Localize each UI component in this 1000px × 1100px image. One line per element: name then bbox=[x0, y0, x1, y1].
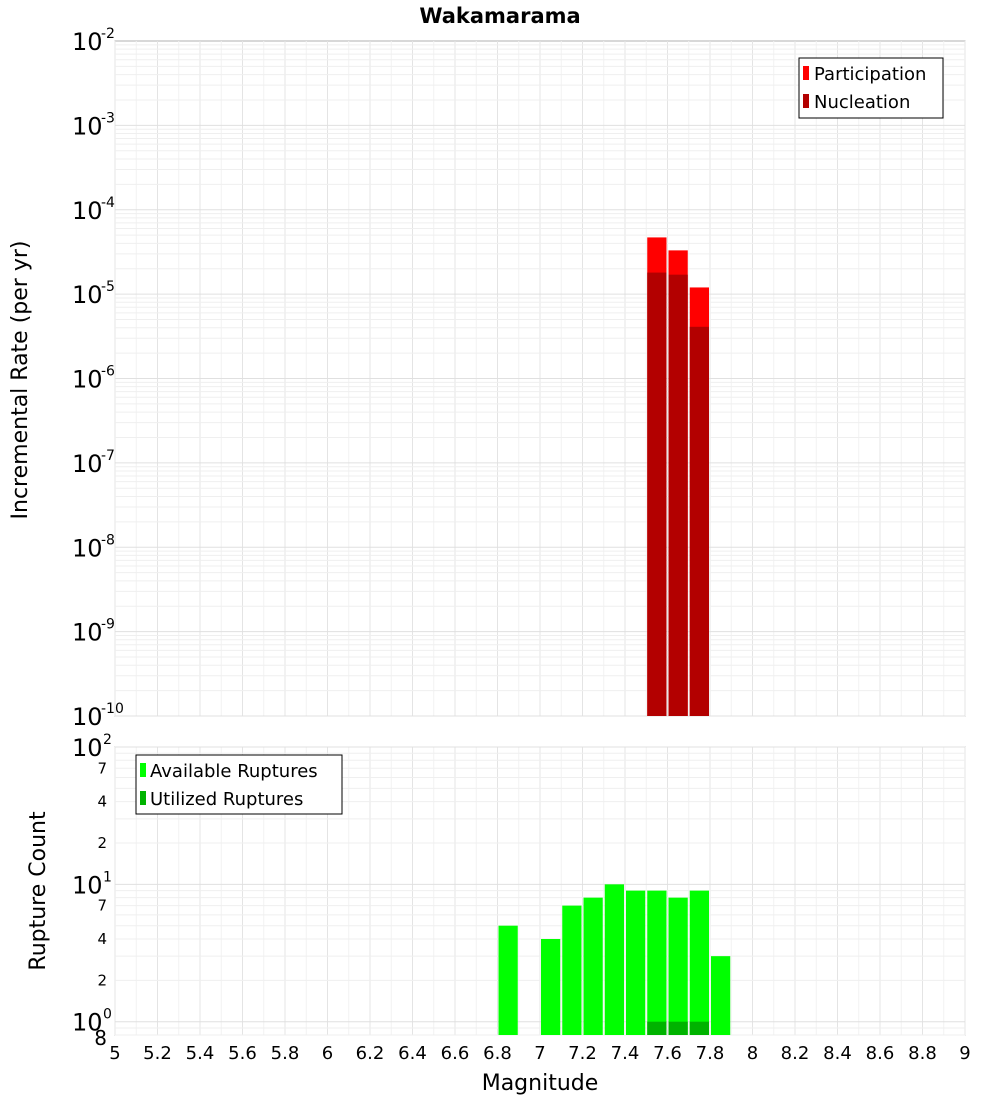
nucleation-bar bbox=[668, 274, 688, 716]
x-tick-label: 6.6 bbox=[441, 1043, 470, 1064]
available-ruptures-bar bbox=[668, 897, 688, 1035]
rate-plot-y-axis-label: Incremental Rate (per yr) bbox=[8, 241, 33, 520]
x-tick-label: 5.8 bbox=[271, 1043, 300, 1064]
count-y-minor-tick-label: 7 bbox=[97, 759, 107, 777]
x-tick-label: 7 bbox=[534, 1043, 545, 1064]
available-ruptures-bar bbox=[541, 939, 561, 1035]
rate-plot-y-ticks: 10-210-310-410-510-610-710-810-910-10 bbox=[72, 26, 124, 731]
available-ruptures-bar bbox=[604, 884, 624, 1035]
rate-y-tick-exponent: -4 bbox=[101, 195, 115, 211]
rate-plot-gridlines bbox=[114, 41, 966, 717]
rate-legend-box bbox=[798, 57, 944, 119]
available-ruptures-bar bbox=[583, 897, 603, 1035]
x-tick-label: 8.2 bbox=[781, 1043, 810, 1064]
count-y-tick-label: 10 bbox=[72, 734, 103, 762]
rate-y-tick-exponent: -2 bbox=[101, 26, 115, 42]
count-plot-bars bbox=[498, 884, 731, 1035]
rate-plot-bars bbox=[647, 237, 709, 717]
count-y-minor-tick-label: 4 bbox=[97, 793, 107, 811]
rate-plot-legend: Participation Nucleation bbox=[798, 57, 944, 119]
rate-y-tick-exponent: -8 bbox=[101, 532, 115, 548]
rate-y-tick-label: 10 bbox=[72, 534, 103, 562]
rate-y-tick-label: 10 bbox=[72, 28, 103, 56]
nucleation-bar bbox=[647, 272, 667, 716]
nucleation-bar bbox=[689, 326, 709, 716]
rate-y-tick-exponent: -9 bbox=[101, 617, 115, 633]
count-plot-x-ticks: 5 5.2 5.4 5.6 5.8 6 6.2 6.4 6.6 6.8 7 7.2 7.4 7.6 7.8 8… bbox=[109, 1043, 970, 1064]
utilized-ruptures-bar bbox=[668, 1021, 688, 1035]
x-tick-label: 7.2 bbox=[568, 1043, 597, 1064]
participation-legend-swatch bbox=[803, 66, 809, 80]
x-tick-label: 8.4 bbox=[823, 1043, 852, 1064]
utilized-ruptures-legend-swatch bbox=[140, 791, 146, 805]
count-y-tick-label: 10 bbox=[72, 1009, 103, 1037]
count-y-minor-tick-label: 2 bbox=[97, 834, 107, 852]
rate-y-tick-label: 10 bbox=[72, 619, 103, 647]
count-y-tick-exponent: 2 bbox=[103, 732, 112, 748]
rate-y-tick-label: 10 bbox=[72, 366, 103, 394]
x-tick-label: 7.4 bbox=[611, 1043, 640, 1064]
utilized-ruptures-bar bbox=[647, 1021, 667, 1035]
rate-y-tick-exponent: -5 bbox=[101, 279, 115, 295]
x-tick-label: 6.4 bbox=[398, 1043, 427, 1064]
count-y-minor-tick-label: 7 bbox=[97, 897, 107, 915]
available-ruptures-bar bbox=[689, 890, 709, 1035]
x-tick-label: 5.4 bbox=[186, 1043, 215, 1064]
x-tick-label: 6.2 bbox=[356, 1043, 385, 1064]
count-plot-legend: Available Ruptures Utilized Ruptures bbox=[135, 754, 343, 815]
x-tick-label: 6 bbox=[322, 1043, 333, 1064]
chart-title: Wakamarama bbox=[419, 4, 580, 28]
count-plot-y-axis-label: Rupture Count bbox=[26, 811, 51, 971]
rate-y-tick-label: 10 bbox=[72, 450, 103, 478]
x-tick-label: 8.8 bbox=[908, 1043, 937, 1064]
x-tick-label: 9 bbox=[959, 1043, 970, 1064]
x-tick-label: 8.6 bbox=[866, 1043, 895, 1064]
count-y-minor-tick-label: 2 bbox=[97, 971, 107, 989]
count-y-tick-label: 10 bbox=[72, 871, 103, 899]
count-legend-box bbox=[135, 754, 343, 815]
rate-y-tick-label: 10 bbox=[72, 197, 103, 225]
count-y-bottom-label: 8 bbox=[94, 1026, 107, 1050]
utilized-ruptures-bar bbox=[689, 1021, 709, 1035]
rate-y-tick-exponent: -10 bbox=[101, 701, 124, 717]
x-tick-label: 7.6 bbox=[653, 1043, 682, 1064]
count-y-minor-tick-label: 4 bbox=[97, 930, 107, 948]
rate-y-tick-exponent: -6 bbox=[101, 364, 115, 380]
available-ruptures-bar bbox=[498, 925, 518, 1035]
utilized-ruptures-legend-label: Utilized Ruptures bbox=[150, 789, 303, 810]
available-ruptures-bar bbox=[647, 890, 667, 1035]
rate-y-tick-label: 10 bbox=[72, 703, 103, 731]
rate-y-tick-label: 10 bbox=[72, 112, 103, 140]
rate-y-tick-label: 10 bbox=[72, 281, 103, 309]
available-ruptures-legend-label: Available Ruptures bbox=[150, 761, 318, 782]
count-plot-gridlines bbox=[114, 746, 966, 1036]
x-tick-label: 5.2 bbox=[143, 1043, 172, 1064]
x-tick-label: 5 bbox=[109, 1043, 120, 1064]
nucleation-legend-swatch bbox=[803, 94, 809, 108]
nucleation-legend-label: Nucleation bbox=[814, 92, 910, 113]
x-tick-label: 5.6 bbox=[228, 1043, 257, 1064]
rate-y-tick-exponent: -3 bbox=[101, 110, 115, 126]
count-y-tick-exponent: 0 bbox=[103, 1007, 112, 1023]
rate-y-tick-exponent: -7 bbox=[101, 448, 115, 464]
x-tick-label: 7.8 bbox=[696, 1043, 725, 1064]
x-tick-label: 8 bbox=[747, 1043, 758, 1064]
x-tick-label: 6.8 bbox=[483, 1043, 512, 1064]
available-ruptures-bar bbox=[711, 956, 731, 1035]
available-ruptures-bar bbox=[626, 890, 646, 1035]
count-y-tick-exponent: 1 bbox=[103, 869, 112, 885]
x-axis-label: Magnitude bbox=[482, 1071, 599, 1096]
available-ruptures-bar bbox=[562, 905, 582, 1035]
participation-legend-label: Participation bbox=[814, 64, 926, 85]
available-ruptures-legend-swatch bbox=[140, 763, 146, 777]
